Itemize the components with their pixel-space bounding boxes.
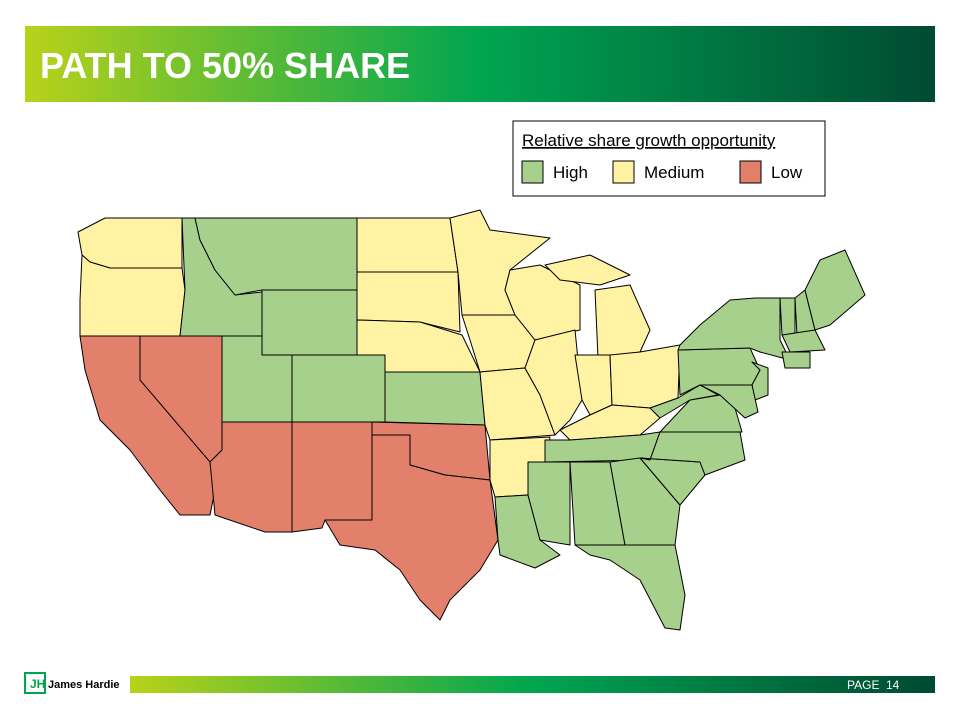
legend-swatch — [612, 160, 635, 184]
state — [677, 297, 791, 361]
legend-box — [512, 120, 826, 197]
legend-swatch — [739, 160, 762, 184]
state — [804, 249, 866, 331]
state — [609, 344, 681, 409]
state — [291, 421, 373, 533]
logo-mark — [24, 672, 46, 694]
logo-glyph: JH — [30, 677, 45, 691]
state — [574, 544, 686, 631]
state — [384, 371, 486, 426]
state — [781, 351, 811, 369]
state — [699, 384, 759, 419]
state — [356, 271, 461, 333]
state — [609, 457, 681, 546]
legend-title: Relative share growth opportunity — [522, 131, 776, 150]
brand: James Hardie — [48, 679, 120, 691]
header-bar — [25, 26, 935, 102]
state — [781, 329, 826, 353]
state — [261, 289, 358, 356]
footer-bar — [130, 676, 935, 693]
page-number: 14 — [886, 678, 900, 692]
state — [574, 354, 613, 416]
legend-label: Low — [771, 163, 803, 182]
page-label: PAGE — [847, 678, 879, 692]
state — [77, 217, 183, 269]
legend-label: Medium — [644, 163, 704, 182]
state — [649, 384, 719, 419]
title: PATH TO 50% SHARE — [40, 45, 410, 86]
state — [356, 217, 459, 273]
state — [779, 297, 796, 336]
legend-label: High — [553, 163, 588, 182]
state — [209, 421, 293, 533]
state — [291, 354, 386, 423]
legend-items: High Medium Low — [521, 160, 803, 184]
legend-swatch — [521, 160, 544, 184]
state — [594, 284, 651, 359]
state — [527, 461, 571, 546]
state — [324, 434, 499, 621]
map — [77, 209, 866, 631]
state — [544, 254, 631, 286]
state — [524, 329, 583, 436]
